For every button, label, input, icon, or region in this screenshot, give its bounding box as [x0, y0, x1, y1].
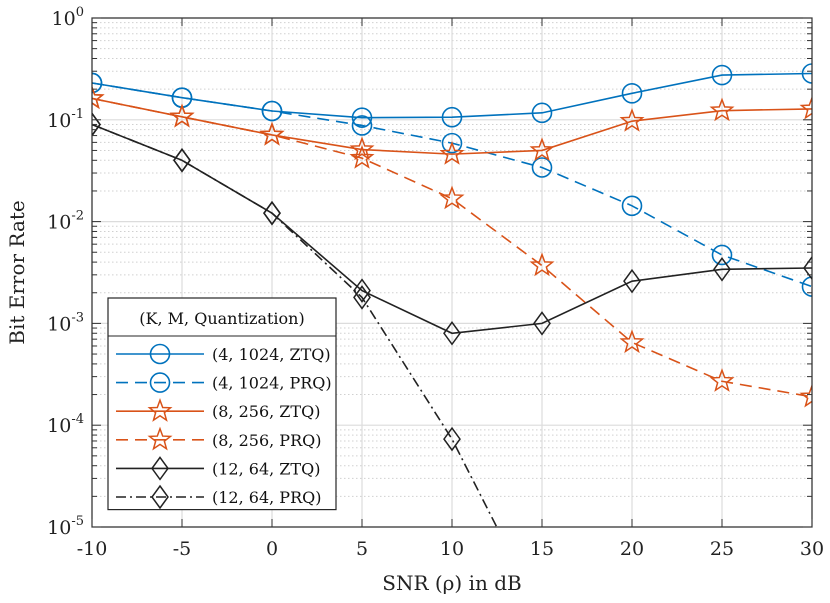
legend-entry: (4, 1024, PRQ)	[116, 372, 332, 393]
data-point	[711, 64, 733, 86]
data-point	[92, 72, 103, 94]
series-4	[92, 85, 812, 408]
data-point	[713, 257, 731, 282]
legend-label: (8, 256, PRQ)	[212, 431, 321, 450]
data-point	[799, 95, 812, 120]
x-tick-label: 5	[356, 538, 368, 560]
y-tick-label: 10-4	[47, 412, 84, 437]
series-line	[92, 123, 812, 335]
legend-marker	[147, 426, 173, 451]
data-point	[173, 148, 191, 173]
y-tick-label: 10-5	[47, 514, 84, 539]
data-point	[531, 102, 553, 124]
y-tick-label: 100	[52, 5, 84, 30]
x-tick-label: 20	[620, 538, 644, 560]
x-tick-label: 15	[530, 538, 554, 560]
legend-title: (K, M, Quantization)	[139, 309, 304, 328]
data-point	[349, 144, 375, 169]
data-point	[441, 132, 463, 154]
x-axis-label: SNR (ρ) in dB	[382, 571, 521, 595]
legend-entry: (12, 64, PRQ)	[116, 484, 321, 510]
data-point	[623, 268, 641, 294]
data-point	[349, 136, 375, 161]
data-point	[799, 383, 812, 408]
data-point	[263, 200, 281, 226]
data-point	[261, 100, 283, 122]
series-6	[92, 112, 498, 527]
data-point	[443, 426, 461, 452]
legend-entry: (4, 1024, ZTQ)	[116, 343, 331, 365]
data-point	[619, 107, 645, 132]
data-point	[259, 121, 285, 146]
x-tick-label: 0	[266, 538, 278, 560]
data-point	[711, 244, 733, 266]
legend-label: (4, 1024, PRQ)	[212, 374, 332, 393]
data-point	[353, 285, 371, 310]
legend-label: (12, 64, PRQ)	[212, 488, 321, 507]
legend-marker	[151, 484, 169, 510]
data-point	[709, 368, 735, 392]
data-point	[92, 112, 101, 137]
data-point	[531, 157, 553, 178]
y-tick-label: 10-3	[47, 310, 84, 335]
data-point	[439, 140, 465, 165]
legend-marker	[149, 343, 171, 365]
data-point	[533, 311, 551, 336]
data-point	[621, 195, 643, 217]
data-point	[619, 329, 645, 354]
data-point	[351, 115, 373, 136]
data-point	[443, 320, 461, 346]
legend-label: (4, 1024, ZTQ)	[212, 345, 331, 364]
data-point	[803, 255, 812, 281]
data-point	[621, 83, 643, 104]
data-point	[353, 278, 371, 303]
data-point	[439, 185, 465, 210]
legend-entry: (8, 256, ZTQ)	[116, 398, 320, 422]
legend-marker	[151, 456, 169, 481]
data-point	[529, 252, 555, 277]
y-axis-label: Bit Error Rate	[5, 200, 29, 344]
legend-marker	[149, 372, 171, 393]
legend-label: (8, 256, ZTQ)	[212, 402, 320, 421]
x-tick-label: -10	[77, 538, 108, 560]
legend-marker	[147, 398, 173, 422]
x-tick-label: 30	[800, 538, 824, 560]
x-tick-label: -5	[173, 538, 192, 560]
series-layer	[92, 63, 812, 527]
data-point	[801, 276, 812, 297]
legend: (K, M, Quantization) (4, 1024, ZTQ) (4, 10…	[107, 297, 337, 511]
x-tick-label: 25	[710, 538, 734, 560]
legend-box	[107, 297, 337, 511]
data-point	[92, 85, 105, 110]
y-tick-label: 10-1	[47, 107, 84, 132]
data-point	[441, 106, 463, 128]
tick-labels: -10 -5 0 5 10 15 20 25 30 10-5 10-4 10-3 10-2 10-1 100	[47, 5, 824, 560]
legend-entry: (12, 64, ZTQ)	[116, 456, 320, 481]
series-line	[92, 97, 812, 398]
ticks-layer	[91, 17, 813, 528]
data-point	[801, 63, 812, 84]
data-point	[709, 97, 735, 122]
legend-label: (12, 64, ZTQ)	[212, 459, 320, 478]
data-point	[169, 103, 195, 128]
y-tick-label: 10-2	[47, 209, 84, 234]
data-point	[351, 107, 373, 128]
series-line	[92, 123, 498, 527]
data-point	[529, 137, 555, 162]
x-tick-label: 10	[440, 538, 464, 560]
legend-entry: (8, 256, PRQ)	[116, 426, 321, 451]
